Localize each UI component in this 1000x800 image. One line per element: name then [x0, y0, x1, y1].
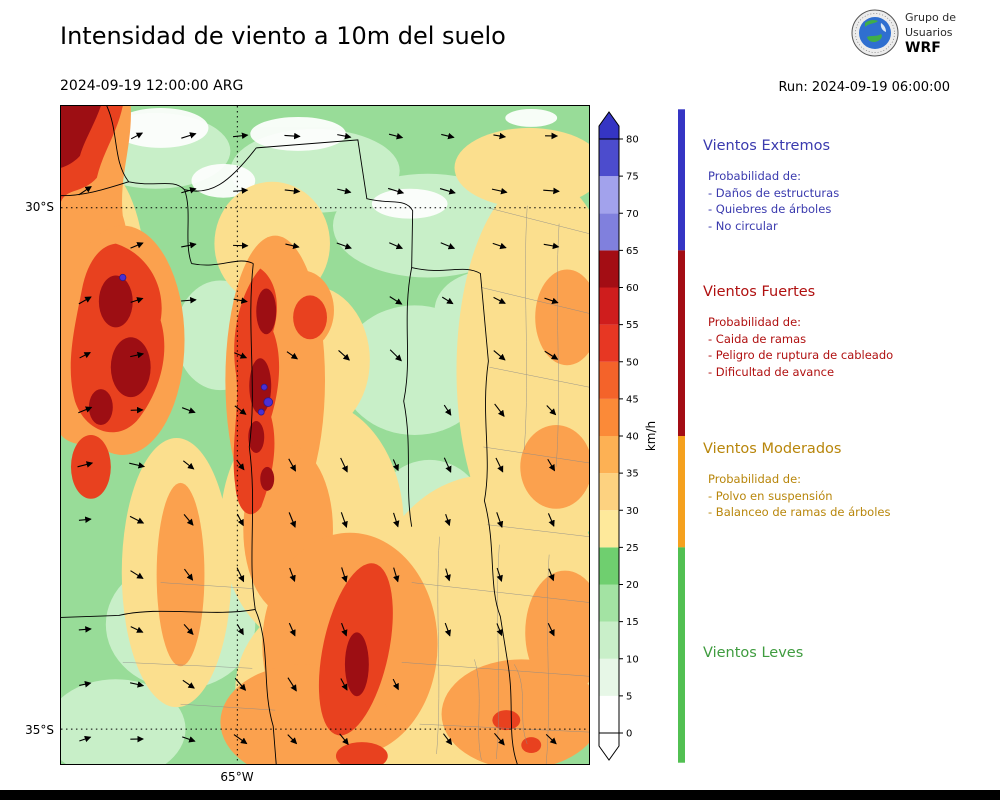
valid-time-label: 2024-09-19 12:00:00 ARG — [60, 78, 244, 94]
colorbar-tick-label: 45 — [626, 394, 639, 405]
legend-color-bar — [678, 109, 685, 763]
legend-section-title: Vientos Extremos — [703, 138, 831, 154]
legend-item: - Dificultad de avance — [708, 364, 835, 379]
colorbar-tick-label: 20 — [626, 580, 639, 591]
legend-bar-segment — [678, 250, 685, 437]
colorbar-tick-label: 80 — [626, 135, 639, 146]
map-contours — [61, 106, 589, 764]
legend-bar-segment — [678, 109, 685, 251]
legend-subtitle: Probabilidad de: — [708, 315, 802, 329]
colorbar-tick-label: 25 — [626, 543, 639, 554]
legend-item: - Polvo en suspensión — [708, 488, 833, 503]
model-run-label: Run: 2024-09-19 06:00:00 — [778, 80, 950, 95]
colorbar-tick-label: 5 — [626, 691, 632, 702]
colorbar-tick-label: 15 — [626, 617, 639, 628]
wind-map-canvas — [61, 106, 589, 764]
colorbar: 0 5 10 15 20 25 30 35 40 45 50 55 60 65 70 75 80 km/h — [598, 111, 658, 761]
colorbar-tick-label: 60 — [626, 283, 639, 294]
colorbar-tick-label: 35 — [626, 469, 639, 480]
legend-item: - Caida de ramas — [708, 331, 807, 346]
legend-item: - Quiebres de árboles — [708, 202, 832, 216]
legend-section-title: Vientos Fuertes — [703, 284, 816, 300]
legend-item: - No circular — [708, 218, 778, 233]
page-title: Intensidad de viento a 10m del suelo — [60, 22, 506, 50]
legend-section-title: Vientos Moderados — [703, 441, 842, 457]
wind-category-legend: Vientos Extremos Probabilidad de: - Daño… — [703, 105, 1000, 765]
graticule-lines — [61, 106, 589, 764]
logo-text: Grupo de Usuarios WRF — [905, 8, 956, 57]
colorbar-tick-label: 75 — [626, 172, 639, 183]
colorbar-lower-arrow — [598, 732, 620, 761]
colorbar-tick-label: 30 — [626, 506, 639, 517]
colorbar-tick-label: 55 — [626, 320, 639, 331]
legend-section-fuertes: Vientos Fuertes Probabilidad de: - Caida… — [703, 284, 1000, 380]
logo-org-line2: Usuarios — [905, 26, 953, 39]
legend-subtitle: Probabilidad de: — [708, 472, 802, 486]
colorbar-tick-label: 40 — [626, 432, 639, 443]
colorbar-upper-arrow — [598, 111, 620, 140]
legend-bar-segment — [678, 436, 685, 548]
bottom-bar — [0, 790, 1000, 800]
wind-arrows — [77, 132, 560, 746]
colorbar-tick-label: 50 — [626, 357, 639, 368]
lon-tick-65w: 65°W — [220, 770, 254, 784]
wind-map-frame — [60, 105, 590, 765]
legend-item: - Peligro de ruptura de cableado — [708, 348, 894, 362]
legend-section-leves: Vientos Leves — [703, 645, 1000, 675]
legend-item: - Daños de estructuras — [708, 185, 840, 200]
legend-item: - Balanceo de ramas de árboles — [708, 505, 891, 519]
legend-section-extremos: Vientos Extremos Probabilidad de: - Daño… — [703, 138, 1000, 234]
lat-tick-30s: 30°S — [25, 200, 54, 214]
legend-subtitle: Probabilidad de: — [708, 169, 802, 183]
logo-wrf-label: WRF — [905, 40, 941, 56]
colorbar-unit-label: km/h — [644, 421, 658, 451]
colorbar-tick-label: 10 — [626, 654, 639, 665]
legend-bar-segment — [678, 547, 685, 763]
colorbar-tick-label: 0 — [626, 729, 632, 740]
logo-org-line1: Grupo de — [905, 11, 956, 24]
province-borders — [61, 106, 518, 764]
legend-section-title: Vientos Leves — [703, 645, 804, 661]
extreme-wind-spots — [119, 273, 273, 416]
colorbar-tick-label: 70 — [626, 209, 639, 220]
colorbar-tick-label: 65 — [626, 246, 639, 257]
legend-section-moderados: Vientos Moderados Probabilidad de: - Pol… — [703, 441, 1000, 521]
globe-logo-icon — [851, 9, 899, 56]
wrf-users-group-logo: Grupo de Usuarios WRF — [851, 8, 956, 57]
lat-tick-35s: 35°S — [25, 723, 54, 737]
